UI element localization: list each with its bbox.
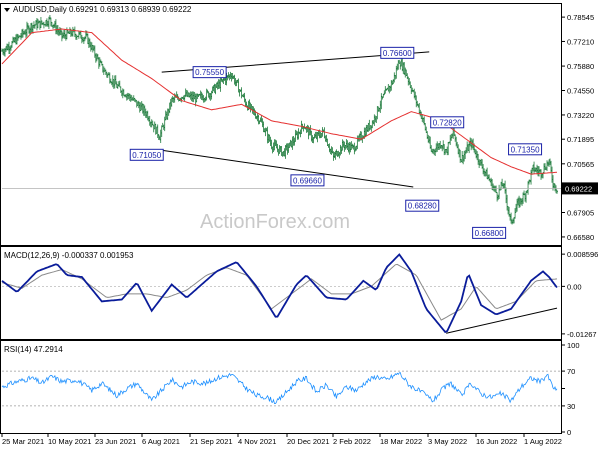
rsi-line <box>1 372 558 404</box>
x-tick-label: 25 Mar 2021 <box>2 437 44 446</box>
price-label-text: 0.72820 <box>433 118 462 127</box>
x-tick-label: 18 Mar 2022 <box>380 437 422 446</box>
price-moving-average <box>1 28 558 175</box>
x-tick-label: 4 Nov 2021 <box>238 437 276 446</box>
y-tick-label: 0.77210 <box>567 37 594 46</box>
price-label: 0.71350 <box>508 143 543 156</box>
price-label: 0.71050 <box>129 148 164 161</box>
rsi-y-axis: 100 70 30 0 <box>561 341 580 437</box>
macd-line <box>1 253 558 334</box>
y-tick-label: 0.73220 <box>567 111 594 120</box>
x-tick-label: 20 Dec 2021 <box>287 437 330 446</box>
price-label-text: 0.69660 <box>293 176 322 185</box>
y-tick-label: 70 <box>567 367 575 376</box>
price-label: 0.75550 <box>192 66 227 79</box>
macd-panel-frame <box>0 246 562 340</box>
rsi-line-path <box>1 372 558 404</box>
x-tick-label: 1 Aug 2022 <box>524 437 562 446</box>
price-label: 0.72820 <box>430 116 465 129</box>
price-label-text: 0.66800 <box>475 229 504 238</box>
x-axis: 25 Mar 2021 10 May 2021 23 Jun 2021 6 Aug 2… <box>1 434 562 446</box>
price-label-box <box>472 226 507 239</box>
y-tick-label: 0.71895 <box>567 135 594 144</box>
x-tick-label: 2 Feb 2022 <box>333 437 371 446</box>
x-tick-label: 3 May 2022 <box>428 437 467 446</box>
watermark: ActionForex.com <box>200 211 350 233</box>
price-panel-frame <box>0 3 562 246</box>
menu-triangle-icon <box>4 8 10 12</box>
y-tick-label: 0.67905 <box>567 209 594 218</box>
y-tick-label: 0.70565 <box>567 160 594 169</box>
price-labels: 0.75550 0.76600 0.71050 0.69660 0.72820 0.713… <box>129 46 543 239</box>
trendline <box>161 149 414 188</box>
macd-header: MACD(12,26,9) -0.000337 0.001953 <box>4 251 134 260</box>
price-label-box <box>290 174 325 187</box>
x-tick-label: 10 May 2021 <box>48 437 91 446</box>
macd-lines <box>1 253 558 334</box>
price-header-group: AUDUSD,Daily 0.69291 0.69313 0.68939 0.6… <box>4 5 192 14</box>
y-tick-label: 0.66580 <box>567 233 594 242</box>
price-label: 0.69660 <box>290 174 325 187</box>
price-header: AUDUSD,Daily 0.69291 0.69313 0.68939 0.6… <box>13 5 192 14</box>
x-tick-label: 23 Jun 2021 <box>95 437 136 446</box>
x-tick-label: 21 Sep 2021 <box>190 437 233 446</box>
price-bar <box>556 189 558 194</box>
price-label: 0.76600 <box>380 46 415 59</box>
rsi-header: RSI(14) 47.2914 <box>4 345 63 354</box>
rsi-panel-frame <box>0 340 562 434</box>
y-tick-label: 0.74550 <box>567 87 594 96</box>
price-label: 0.66800 <box>472 226 507 239</box>
y-tick-label: 0.00 <box>567 282 582 291</box>
y-tick-label: 0.008596 <box>567 250 598 259</box>
y-tick-label: 100 <box>567 341 580 350</box>
macd-trendline <box>446 307 558 334</box>
x-tick-label: 6 Aug 2021 <box>142 437 180 446</box>
price-label-text: 0.71350 <box>511 145 540 154</box>
macd-y-axis: 0.008596 0.00 -0.01267 <box>561 250 598 339</box>
y-tick-label: 0.78545 <box>567 13 594 22</box>
price-label-box <box>129 148 164 161</box>
price-label-text: 0.68280 <box>408 202 437 211</box>
y-tick-label: 30 <box>567 402 575 411</box>
moving-average-line <box>1 28 558 175</box>
price-label: 0.68280 <box>405 199 440 212</box>
rsi-levels <box>2 370 561 407</box>
price-label-text: 0.75550 <box>195 68 224 77</box>
price-label-box <box>430 116 465 129</box>
price-label-text: 0.71050 <box>132 151 161 160</box>
price-label-box <box>380 46 415 59</box>
price-label-box <box>508 143 543 156</box>
y-tick-label: -0.01267 <box>567 330 597 339</box>
price-bars <box>1 15 558 225</box>
x-tick-label: 16 Jun 2022 <box>476 437 517 446</box>
price-label-box <box>192 66 227 79</box>
last-price-box <box>562 182 598 195</box>
y-tick-label: 0.75880 <box>567 62 594 71</box>
price-label-text: 0.76600 <box>383 49 412 58</box>
price-label-box <box>405 199 440 212</box>
y-tick-label: 0 <box>567 428 571 437</box>
macd-trend-line <box>446 307 558 334</box>
last-price-label: 0.69222 <box>565 184 592 193</box>
macd-signal-line <box>1 263 558 321</box>
price-y-axis: 0.78545 0.77210 0.75880 0.74550 0.73220 0.718… <box>561 13 598 242</box>
